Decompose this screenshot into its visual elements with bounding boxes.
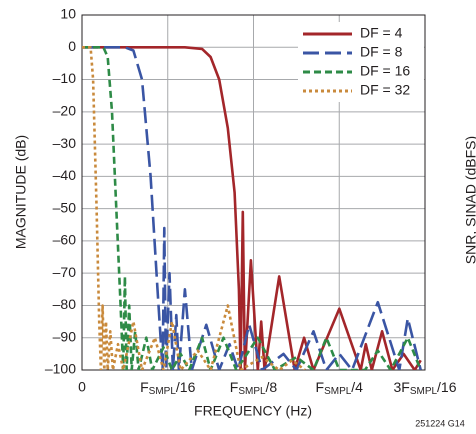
y-tick-label: –60 (53, 232, 77, 248)
y-tick-label: –10 (53, 70, 77, 86)
y-tick-label: –20 (53, 103, 77, 119)
x-tick-label: 0 (78, 379, 86, 395)
y-tick-label: –50 (53, 199, 77, 215)
y-tick-label: –30 (53, 135, 77, 151)
x-axis-label: FREQUENCY (Hz) (194, 403, 312, 419)
legend-label: DF = 32 (360, 82, 410, 98)
y-tick-label: 10 (60, 6, 76, 22)
y-tick-label: –70 (53, 264, 77, 280)
plot-border (81, 14, 426, 371)
neighbor-axis-label: SNR, SINAD (dBFS) (463, 136, 476, 264)
y-axis-label: MAGNITUDE (dB) (13, 135, 29, 249)
y-tick-label: –40 (53, 167, 77, 183)
legend-label: DF = 8 (360, 44, 403, 60)
y-tick-label: –100 (45, 361, 76, 377)
y-tick-label: –90 (53, 328, 77, 344)
legend-label: DF = 16 (360, 63, 410, 79)
y-tick-label: –80 (53, 296, 77, 312)
y-tick-label: 0 (68, 38, 76, 54)
x-tick-label: FSMPL/4 (316, 379, 364, 397)
series-line (82, 46, 422, 370)
x-tick-label: 3FSMPL/16 (393, 379, 456, 397)
series-line (82, 46, 306, 370)
series-line (82, 46, 422, 370)
x-tick-label: FSMPL/8 (230, 379, 278, 397)
figure-code: 251224 G14 (415, 418, 465, 428)
x-tick-label: FSMPL/16 (140, 379, 195, 397)
legend-label: DF = 4 (360, 25, 403, 41)
